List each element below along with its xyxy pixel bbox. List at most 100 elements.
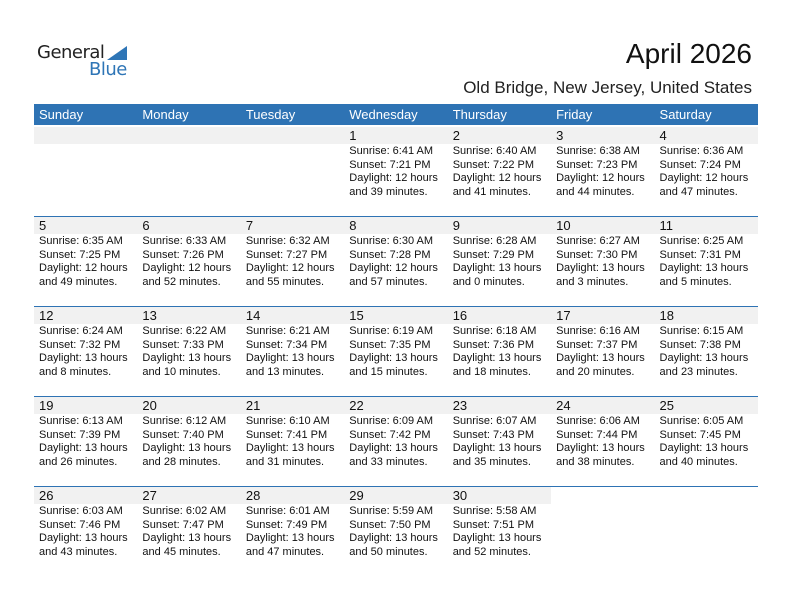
day-number: 3 (551, 127, 655, 144)
sunset: Sunset: 7:42 PM (349, 428, 431, 441)
daylight-minutes: and 8 minutes. (39, 365, 112, 378)
daylight: Daylight: 12 hours (39, 262, 128, 275)
daylight-minutes: and 49 minutes. (39, 275, 118, 288)
day-number: 19 (34, 397, 138, 414)
sunrise: Sunrise: 6:28 AM (452, 235, 537, 247)
sun-info: Sunrise: 6:15 AM Sunset: 7:38 PM Daylight:… (655, 324, 758, 379)
day-number: 4 (654, 127, 758, 144)
day-cell: 21 Sunrise: 6:10 AM Sunset: 7:41 PM Dayligh… (240, 397, 345, 487)
sunrise: Sunrise: 6:10 AM (245, 415, 330, 427)
daylight-minutes: and 31 minutes. (245, 455, 325, 468)
sun-info: Sunrise: 6:41 AM Sunset: 7:21 PM Daylight:… (344, 144, 447, 199)
sun-info: Sunrise: 6:16 AM Sunset: 7:37 PM Daylight:… (551, 324, 654, 379)
day-number: 1 (344, 127, 448, 144)
sun-info: Sunrise: 6:02 AM Sunset: 7:47 PM Daylight:… (137, 504, 240, 559)
sunrise: Sunrise: 5:58 AM (452, 505, 537, 517)
sunrise: Sunrise: 6:38 AM (556, 145, 640, 157)
day-number: 27 (137, 487, 241, 504)
sunset: Sunset: 7:50 PM (349, 518, 431, 531)
sunset: Sunset: 7:44 PM (556, 428, 638, 441)
daylight: Daylight: 13 hours (556, 352, 645, 365)
day-number: 15 (344, 307, 448, 324)
sunset: Sunset: 7:51 PM (452, 518, 535, 531)
day-cell: 30 Sunrise: 5:58 AM Sunset: 7:51 PM Dayligh… (447, 487, 552, 577)
sunset: Sunset: 7:25 PM (39, 248, 121, 261)
weekday-saturday: Saturday (659, 107, 712, 122)
day-number: 10 (551, 217, 655, 234)
day-number: 12 (34, 307, 138, 324)
empty-cell (137, 127, 241, 217)
sun-info: Sunrise: 6:27 AM Sunset: 7:30 PM Daylight:… (551, 234, 654, 289)
day-cell: 14 Sunrise: 6:21 AM Sunset: 7:34 PM Dayligh… (240, 307, 345, 397)
day-cell: 27 Sunrise: 6:02 AM Sunset: 7:47 PM Dayligh… (137, 487, 241, 577)
sunset: Sunset: 7:36 PM (452, 338, 535, 351)
daylight-minutes: and 47 minutes. (245, 545, 325, 558)
empty-cell (551, 487, 654, 577)
sunrise: Sunrise: 6:15 AM (659, 325, 744, 337)
day-cell: 1 Sunrise: 6:41 AM Sunset: 7:21 PM Daylight… (344, 127, 448, 217)
sun-info: Sunrise: 6:35 AM Sunset: 7:25 PM Daylight:… (34, 234, 137, 289)
day-cell: 9 Sunrise: 6:28 AM Sunset: 7:29 PM Daylight… (447, 217, 552, 307)
sunset: Sunset: 7:33 PM (142, 338, 224, 351)
day-number (551, 487, 654, 504)
week-row: 19 Sunrise: 6:13 AM Sunset: 7:39 PM Dayligh… (34, 396, 758, 487)
sunrise: Sunrise: 6:24 AM (39, 325, 123, 337)
sunrise: Sunrise: 6:12 AM (142, 415, 227, 427)
sunset: Sunset: 7:31 PM (659, 248, 741, 261)
sun-info: Sunrise: 6:21 AM Sunset: 7:34 PM Daylight:… (241, 324, 344, 379)
logo-general: General (37, 42, 105, 63)
daylight: Daylight: 13 hours (452, 442, 542, 455)
day-cell: 17 Sunrise: 6:16 AM Sunset: 7:37 PM Dayligh… (551, 307, 655, 397)
sun-info: Sunrise: 6:07 AM Sunset: 7:43 PM Daylight:… (448, 414, 551, 469)
sun-info: Sunrise: 6:18 AM Sunset: 7:36 PM Daylight:… (448, 324, 551, 379)
sun-info: Sunrise: 6:10 AM Sunset: 7:41 PM Daylight:… (241, 414, 344, 469)
sunset: Sunset: 7:38 PM (659, 338, 741, 351)
day-cell: 8 Sunrise: 6:30 AM Sunset: 7:28 PM Daylight… (344, 217, 448, 307)
day-cell: 10 Sunrise: 6:27 AM Sunset: 7:30 PM Dayligh… (551, 217, 655, 307)
day-number: 29 (344, 487, 448, 504)
day-cell: 11 Sunrise: 6:25 AM Sunset: 7:31 PM Dayligh… (654, 217, 758, 307)
sun-info: Sunrise: 6:03 AM Sunset: 7:46 PM Daylight:… (34, 504, 137, 559)
sunrise: Sunrise: 6:01 AM (245, 505, 330, 517)
sunrise: Sunrise: 6:03 AM (39, 505, 123, 517)
sunrise: Sunrise: 5:59 AM (349, 505, 434, 517)
daylight-minutes: and 5 minutes. (659, 275, 732, 288)
sunset: Sunset: 7:22 PM (452, 158, 535, 171)
day-number: 9 (447, 217, 552, 234)
daylight: Daylight: 13 hours (556, 262, 645, 275)
day-number: 14 (240, 307, 345, 324)
day-cell: 24 Sunrise: 6:06 AM Sunset: 7:44 PM Dayligh… (551, 397, 655, 487)
empty-cell (655, 487, 758, 577)
daylight: Daylight: 13 hours (245, 352, 335, 365)
daylight-minutes: and 45 minutes. (142, 545, 221, 558)
daylight: Daylight: 12 hours (142, 262, 232, 275)
day-number: 28 (240, 487, 345, 504)
sunset: Sunset: 7:23 PM (556, 158, 638, 171)
daylight: Daylight: 13 hours (39, 442, 128, 455)
weekday-wednesday: Wednesday (349, 107, 418, 122)
day-cell: 4 Sunrise: 6:36 AM Sunset: 7:24 PM Daylight… (654, 127, 758, 217)
day-cell: 2 Sunrise: 6:40 AM Sunset: 7:22 PM Daylight… (447, 127, 552, 217)
sunset: Sunset: 7:28 PM (349, 248, 431, 261)
day-number (240, 127, 345, 144)
daylight: Daylight: 12 hours (349, 172, 438, 185)
daylight-minutes: and 40 minutes. (659, 455, 738, 468)
daylight: Daylight: 13 hours (39, 352, 128, 365)
sun-info: Sunrise: 6:06 AM Sunset: 7:44 PM Daylight:… (551, 414, 654, 469)
daylight-minutes: and 15 minutes. (349, 365, 428, 378)
sun-info: Sunrise: 6:13 AM Sunset: 7:39 PM Daylight:… (34, 414, 137, 469)
daylight: Daylight: 13 hours (349, 532, 438, 545)
daylight: Daylight: 13 hours (39, 532, 128, 545)
sunrise: Sunrise: 6:05 AM (659, 415, 744, 427)
day-cell: 16 Sunrise: 6:18 AM Sunset: 7:36 PM Dayligh… (447, 307, 552, 397)
day-cell: 5 Sunrise: 6:35 AM Sunset: 7:25 PM Daylight… (34, 217, 138, 307)
sunrise: Sunrise: 6:33 AM (142, 235, 227, 247)
day-cell: 12 Sunrise: 6:24 AM Sunset: 7:32 PM Dayligh… (34, 307, 138, 397)
sunset: Sunset: 7:30 PM (556, 248, 638, 261)
sun-info: Sunrise: 6:28 AM Sunset: 7:29 PM Daylight:… (448, 234, 551, 289)
daylight-minutes: and 23 minutes. (659, 365, 738, 378)
sunset: Sunset: 7:27 PM (245, 248, 328, 261)
day-cell: 7 Sunrise: 6:32 AM Sunset: 7:27 PM Daylight… (240, 217, 345, 307)
daylight: Daylight: 13 hours (452, 532, 542, 545)
weekday-header: Sunday Monday Tuesday Wednesday Thursday Frid… (34, 104, 758, 125)
